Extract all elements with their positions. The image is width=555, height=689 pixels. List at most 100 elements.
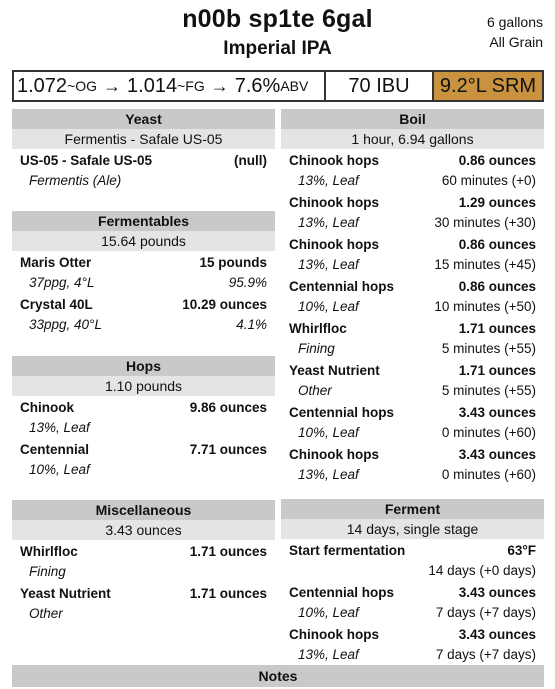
hops-section: Hops 1.10 pounds Chinook 9.86 ounces 13%, Le… bbox=[12, 356, 275, 480]
ferment-item: Chinook hops 3.43 ounces 13%, Leaf 7 days (… bbox=[281, 625, 544, 665]
item-extra: 95.9% bbox=[228, 275, 267, 290]
item-amount: 1.71 ounces bbox=[458, 363, 536, 378]
item-amount: (null) bbox=[234, 153, 267, 168]
item-amount: 63°F bbox=[507, 543, 536, 558]
ibu-value: 70 IBU bbox=[326, 72, 434, 100]
hops-item: Chinook 9.86 ounces 13%, Leaf bbox=[12, 398, 275, 438]
boil-item: Chinook hops 0.86 ounces 13%, Leaf 60 minut… bbox=[281, 151, 544, 191]
yeast-header: Yeast bbox=[12, 109, 275, 129]
abv-unit: ABV bbox=[280, 78, 309, 94]
item-extra: 10 minutes (+50) bbox=[434, 299, 536, 314]
misc-item: Whirlfloc 1.71 ounces Fining bbox=[12, 542, 275, 582]
ferment-summary: 14 days, single stage bbox=[281, 519, 544, 539]
item-extra: 5 minutes (+55) bbox=[441, 383, 536, 398]
ferment-section: Ferment 14 days, single stage Start fermen… bbox=[281, 499, 544, 665]
fermentables-header: Fermentables bbox=[12, 211, 275, 231]
item-detail: Other bbox=[298, 383, 332, 398]
item-name: Chinook hops bbox=[289, 627, 379, 642]
item-name: Centennial hops bbox=[289, 279, 395, 294]
arrow-right-icon: → bbox=[210, 75, 229, 96]
item-amount: 9.86 ounces bbox=[189, 400, 267, 415]
item-amount: 3.43 ounces bbox=[458, 405, 536, 420]
item-amount: 3.43 ounces bbox=[458, 447, 536, 462]
item-amount: 10.29 ounces bbox=[182, 297, 267, 312]
item-name: Chinook hops bbox=[289, 237, 379, 252]
item-detail: Fermentis (Ale) bbox=[29, 173, 122, 188]
item-name: Centennial hops bbox=[289, 585, 395, 600]
item-detail: Fining bbox=[29, 564, 66, 579]
hops-header: Hops bbox=[12, 356, 275, 376]
boil-item: Chinook hops 0.86 ounces 13%, Leaf 15 minut… bbox=[281, 235, 544, 275]
item-amount: 0.86 ounces bbox=[458, 153, 536, 168]
arrow-right-icon: → bbox=[103, 75, 122, 96]
item-name: Centennial hops bbox=[289, 405, 395, 420]
boil-item: Centennial hops 0.86 ounces 10%, Leaf 10 mi… bbox=[281, 277, 544, 317]
item-amount: 0.86 ounces bbox=[458, 279, 536, 294]
item-name: Chinook hops bbox=[289, 447, 379, 462]
fermentables-section: Fermentables 15.64 pounds Maris Otter 15 po… bbox=[12, 211, 275, 335]
srm-value: 9.2°L SRM bbox=[434, 72, 542, 100]
misc-item: Yeast Nutrient 1.71 ounces Other bbox=[12, 584, 275, 624]
yeast-section: Yeast Fermentis - Safale US-05 US-05 - Saf… bbox=[12, 109, 275, 191]
boil-summary: 1 hour, 6.94 gallons bbox=[281, 129, 544, 149]
fermentables-summary: 15.64 pounds bbox=[12, 231, 275, 251]
notes-header: Notes bbox=[12, 665, 544, 687]
item-extra: 7 days (+7 days) bbox=[435, 647, 536, 662]
hops-summary: 1.10 pounds bbox=[12, 376, 275, 396]
og-unit: ~OG bbox=[67, 78, 98, 94]
item-detail: 33ppg, 40°L bbox=[29, 317, 102, 332]
item-detail: 13%, Leaf bbox=[298, 215, 359, 230]
boil-header: Boil bbox=[281, 109, 544, 129]
item-extra: 4.1% bbox=[236, 317, 267, 332]
recipe-style: Imperial IPA bbox=[223, 38, 332, 59]
item-detail: 10%, Leaf bbox=[298, 425, 359, 440]
item-amount: 0.86 ounces bbox=[458, 237, 536, 252]
boil-item: Yeast Nutrient 1.71 ounces Other 5 minutes … bbox=[281, 361, 544, 401]
yeast-item: US-05 - Safale US-05 (null) Fermentis (Ale… bbox=[12, 151, 275, 191]
hops-item: Centennial 7.71 ounces 10%, Leaf bbox=[12, 440, 275, 480]
item-amount: 1.71 ounces bbox=[189, 586, 267, 601]
ferment-item: Start fermentation 63°F 14 days (+0 days) bbox=[281, 541, 544, 581]
item-detail: Other bbox=[29, 606, 63, 621]
stats-bar: 1.072 ~OG → 1.014 ~FG → 7.6% ABV 70 IBU 9.2… bbox=[12, 70, 544, 102]
item-extra: 15 minutes (+45) bbox=[434, 257, 536, 272]
item-name: Chinook hops bbox=[289, 153, 379, 168]
item-detail: 37ppg, 4°L bbox=[29, 275, 95, 290]
item-amount: 7.71 ounces bbox=[189, 442, 267, 457]
fermentables-item: Crystal 40L 10.29 ounces 33ppg, 40°L 4.1% bbox=[12, 295, 275, 335]
item-name: Whirlfloc bbox=[20, 544, 78, 559]
boil-item: Chinook hops 3.43 ounces 13%, Leaf 0 minute… bbox=[281, 445, 544, 485]
item-detail: 13%, Leaf bbox=[298, 257, 359, 272]
item-extra: 60 minutes (+0) bbox=[441, 173, 536, 188]
boil-item: Centennial hops 3.43 ounces 10%, Leaf 0 min… bbox=[281, 403, 544, 443]
yeast-summary: Fermentis - Safale US-05 bbox=[12, 129, 275, 149]
item-extra: 0 minutes (+60) bbox=[441, 425, 536, 440]
fg-value: 1.014 bbox=[127, 74, 178, 97]
item-name: Chinook bbox=[20, 400, 74, 415]
recipe-title: n00b sp1te 6gal bbox=[182, 5, 373, 33]
item-amount: 1.71 ounces bbox=[458, 321, 536, 336]
item-name: Start fermentation bbox=[289, 543, 406, 558]
item-name: Whirlfloc bbox=[289, 321, 347, 336]
item-extra: 30 minutes (+30) bbox=[434, 215, 536, 230]
item-detail bbox=[289, 561, 298, 581]
batch-volume: 6 gallons bbox=[486, 14, 543, 30]
item-name: Chinook hops bbox=[289, 195, 379, 210]
fg-unit: ~FG bbox=[177, 78, 205, 94]
item-name: Yeast Nutrient bbox=[20, 586, 111, 601]
fermentables-item: Maris Otter 15 pounds 37ppg, 4°L 95.9% bbox=[12, 253, 275, 293]
item-detail: 10%, Leaf bbox=[298, 605, 359, 620]
boil-item: Whirlfloc 1.71 ounces Fining 5 minutes (+55… bbox=[281, 319, 544, 359]
item-amount: 3.43 ounces bbox=[458, 627, 536, 642]
item-amount: 1.71 ounces bbox=[189, 544, 267, 559]
item-amount: 15 pounds bbox=[199, 255, 267, 270]
boil-item: Chinook hops 1.29 ounces 13%, Leaf 30 minut… bbox=[281, 193, 544, 233]
item-extra: 7 days (+7 days) bbox=[435, 605, 536, 620]
misc-summary: 3.43 ounces bbox=[12, 520, 275, 540]
item-name: Maris Otter bbox=[20, 255, 92, 270]
item-extra: 14 days (+0 days) bbox=[428, 563, 536, 578]
item-extra: 5 minutes (+55) bbox=[441, 341, 536, 356]
misc-header: Miscellaneous bbox=[12, 500, 275, 520]
item-detail: 10%, Leaf bbox=[29, 462, 90, 477]
gravity-summary: 1.072 ~OG → 1.014 ~FG → 7.6% ABV bbox=[14, 72, 326, 100]
